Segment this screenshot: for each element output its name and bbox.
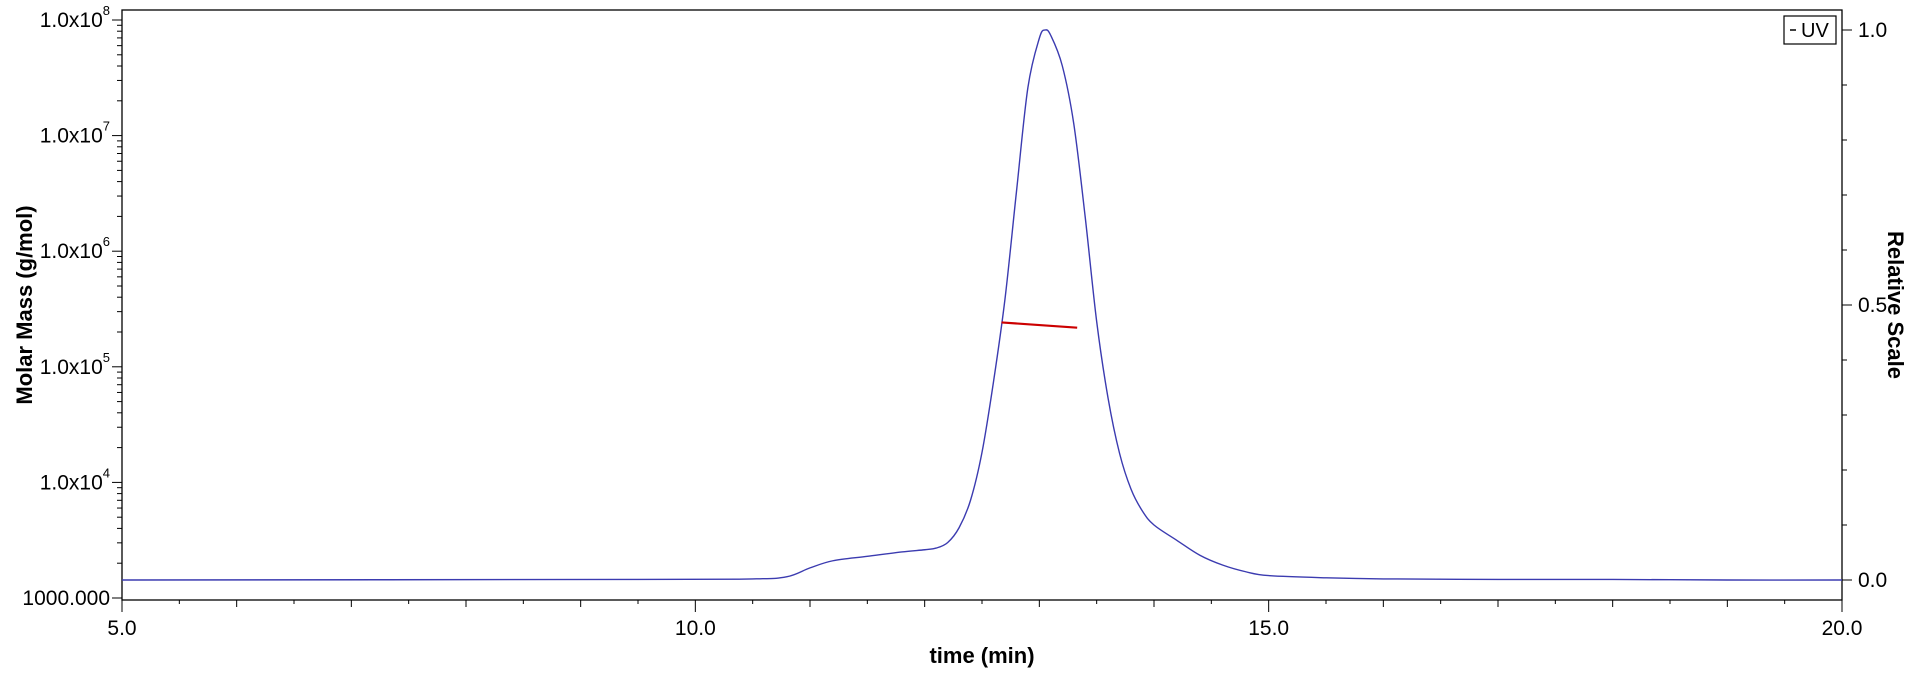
y-axis-left: 1000.000 1.0x104 1.0x105 1.0x106 1.0x107 1.0x…: [22, 3, 122, 610]
y-right-tick-label: 0.5: [1858, 294, 1887, 317]
y-left-tick-label: 1000.000: [22, 587, 110, 610]
y-right-tick-label: 1.0: [1858, 19, 1887, 42]
y-left-tick-label: 1.0x104: [40, 465, 110, 494]
uv-series-line: [121, 29, 1843, 581]
x-axis: 5.0 10.0 15.0 20.0: [107, 600, 1862, 640]
y-axis-right-title: Relative Scale: [1883, 231, 1908, 379]
y-left-tick-label: 1.0x105: [40, 350, 110, 379]
y-axis-left-title: Molar Mass (g/mol): [12, 205, 37, 404]
x-tick-label: 5.0: [107, 617, 136, 640]
y-right-tick-label: 0.0: [1858, 569, 1887, 592]
legend-label-uv: UV: [1801, 20, 1829, 42]
molar-mass-series-line: [1001, 321, 1078, 329]
series-layer: [121, 29, 1843, 581]
y-axis-right: 0.0 0.5 1.0: [1842, 19, 1887, 592]
y-left-tick-label: 1.0x108: [40, 3, 110, 32]
x-tick-label: 15.0: [1248, 617, 1289, 640]
plot-area-frame: [121, 9, 1843, 601]
legend: UV: [1783, 15, 1837, 45]
x-tick-label: 10.0: [675, 617, 716, 640]
y-left-tick-label: 1.0x107: [40, 119, 110, 148]
x-tick-label: 20.0: [1822, 617, 1863, 640]
y-left-tick-label: 1.0x106: [40, 234, 110, 263]
x-axis-title: time (min): [929, 643, 1034, 668]
